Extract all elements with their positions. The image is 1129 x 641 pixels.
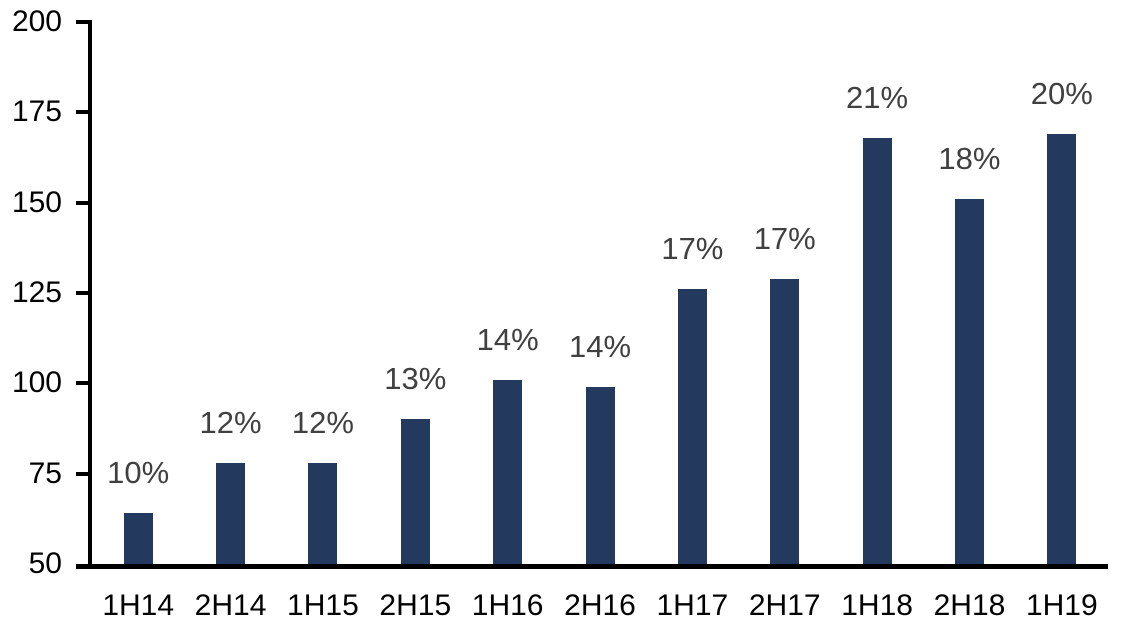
x-tick-label: 2H17 [748, 589, 821, 622]
x-tick-label: 2H15 [379, 589, 452, 622]
bar-value-label: 18% [938, 141, 1001, 177]
y-tick-label: 175 [11, 95, 62, 129]
bar-2H15 [400, 419, 430, 564]
bar-value-label: 12% [291, 404, 354, 440]
y-tick-mark [76, 291, 88, 295]
x-tick-label: 1H14 [102, 589, 175, 622]
bar-1H18 [862, 137, 892, 564]
y-tick-mark [76, 20, 88, 24]
y-tick-label: 50 [28, 547, 62, 580]
x-tick-label: 1H15 [287, 589, 359, 622]
bar-2H14 [216, 462, 246, 564]
y-tick-label: 125 [11, 276, 62, 309]
bar-2H16 [585, 386, 615, 564]
x-tick-label: 1H17 [656, 589, 729, 622]
y-tick-label: 200 [11, 5, 62, 38]
bar-value-label: 21% [846, 79, 909, 115]
bar-1H15 [308, 462, 338, 564]
bar-value-label: 12% [199, 404, 262, 440]
y-tick-label: 75 [28, 456, 62, 490]
x-tick-label: 2H18 [933, 589, 1006, 622]
bar-1H16 [493, 379, 523, 564]
y-tick-mark [76, 200, 88, 205]
bar-value-label: 14% [568, 328, 632, 364]
bar-1H14 [123, 513, 153, 564]
bar-value-label: 17% [661, 231, 724, 267]
y-tick-label: 100 [11, 366, 62, 400]
bar-2H17 [770, 278, 800, 564]
x-tick-label: 1H16 [471, 589, 544, 622]
bar-1H17 [677, 289, 707, 564]
x-tick-label: 2H14 [194, 589, 267, 622]
bar-value-label: 13% [384, 361, 447, 397]
x-tick-label: 1H18 [841, 589, 913, 622]
bar-2H18 [954, 199, 984, 564]
y-axis-line [88, 20, 92, 569]
bar-value-label: 20% [1030, 76, 1093, 111]
x-tick-label: 1H19 [1025, 589, 1098, 622]
bar-1H19 [1047, 134, 1077, 564]
y-tick-label: 150 [11, 185, 62, 219]
bar-value-label: 14% [476, 321, 539, 357]
y-tick-mark [76, 471, 88, 476]
y-tick-mark [76, 381, 88, 386]
x-tick-label: 2H16 [564, 589, 636, 622]
bar-value-label: 10% [107, 455, 170, 491]
x-axis-line [76, 564, 1108, 569]
y-tick-mark [76, 110, 88, 115]
bar-value-label: 17% [753, 220, 816, 256]
